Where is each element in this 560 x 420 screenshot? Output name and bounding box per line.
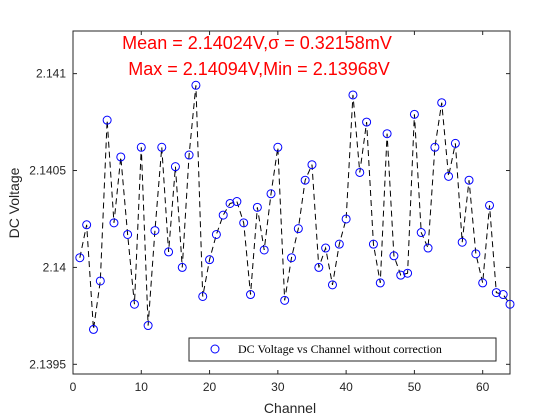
data-point xyxy=(225,198,235,208)
data-point xyxy=(232,197,242,207)
legend-marker xyxy=(210,344,220,354)
data-point xyxy=(437,98,447,108)
data-point xyxy=(75,253,85,263)
data-point xyxy=(143,321,153,331)
data-point xyxy=(129,299,139,309)
plot-area xyxy=(72,30,511,375)
marker-layer xyxy=(75,80,515,334)
data-point xyxy=(409,109,419,119)
data-point xyxy=(239,218,249,228)
x-tick-label: 40 xyxy=(339,380,353,394)
data-point xyxy=(355,167,365,177)
data-point xyxy=(205,255,215,265)
x-tick-label: 30 xyxy=(271,380,285,394)
legend-box xyxy=(188,337,497,362)
legend: DC Voltage vs Channel without correction xyxy=(188,337,497,362)
data-point xyxy=(95,276,105,286)
data-point xyxy=(444,171,454,181)
data-point xyxy=(300,175,310,185)
data-point xyxy=(403,268,413,278)
data-point xyxy=(116,152,126,162)
data-point xyxy=(430,142,440,152)
y-tick-label: 2.141 xyxy=(36,67,66,81)
y-ticks: 2.1395 2.14 2.1405 2.141 xyxy=(29,67,510,371)
data-point xyxy=(218,210,228,220)
x-tick-label: 60 xyxy=(476,380,490,394)
data-point xyxy=(327,280,337,290)
data-point xyxy=(321,243,331,253)
data-point xyxy=(341,214,351,224)
data-point xyxy=(102,115,112,125)
x-tick-label: 50 xyxy=(408,380,422,394)
data-point xyxy=(389,251,399,261)
series-line-layer xyxy=(79,85,511,330)
data-point xyxy=(293,224,303,234)
data-point xyxy=(82,220,92,230)
data-point xyxy=(287,253,296,263)
x-tick-label: 10 xyxy=(135,380,149,394)
x-tick-label: 0 xyxy=(70,380,77,394)
data-point xyxy=(211,229,221,239)
y-tick-label: 2.14 xyxy=(43,260,67,274)
data-point xyxy=(164,247,174,257)
data-point xyxy=(478,278,488,288)
data-point xyxy=(307,160,317,170)
data-point xyxy=(109,218,119,228)
data-point xyxy=(259,245,269,255)
data-point xyxy=(362,117,372,127)
data-point xyxy=(423,243,433,253)
data-point xyxy=(184,150,194,160)
data-point xyxy=(246,290,256,300)
x-tick-label: 20 xyxy=(203,380,217,394)
data-point xyxy=(157,142,167,152)
data-point xyxy=(136,142,146,152)
data-point xyxy=(280,295,290,305)
data-point xyxy=(150,226,160,236)
data-point xyxy=(485,200,495,210)
data-point xyxy=(416,228,426,238)
data-point xyxy=(170,162,180,172)
x-axis-label: Channel xyxy=(264,400,316,416)
data-point xyxy=(191,80,201,90)
data-point xyxy=(348,90,358,100)
data-point xyxy=(457,237,467,247)
data-point xyxy=(198,291,208,301)
series-line xyxy=(79,85,511,330)
data-point xyxy=(396,270,406,280)
x-ticks: 0 10 20 30 40 50 60 xyxy=(70,31,490,394)
data-point xyxy=(368,239,378,249)
data-point xyxy=(498,290,508,300)
data-point xyxy=(177,262,187,272)
data-point xyxy=(505,299,515,309)
y-axis-label: DC Voltage xyxy=(6,167,22,238)
data-point xyxy=(491,288,501,298)
data-point xyxy=(266,189,276,199)
data-point xyxy=(123,229,133,239)
data-point xyxy=(314,262,324,272)
data-point xyxy=(382,129,392,139)
data-point xyxy=(471,249,481,259)
annotation-mean-sigma: Mean = 2.14024V,σ = 0.32158mV xyxy=(122,33,392,53)
data-point xyxy=(375,278,385,288)
legend-entry-label: DC Voltage vs Channel without correction xyxy=(238,342,442,356)
y-tick-label: 2.1395 xyxy=(29,357,66,371)
data-point xyxy=(252,202,262,212)
data-point xyxy=(464,175,474,185)
data-point xyxy=(334,239,344,249)
annotation-max-min: Max = 2.14094V,Min = 2.13968V xyxy=(128,59,390,79)
data-point xyxy=(88,324,98,334)
y-tick-label: 2.1405 xyxy=(29,164,66,178)
data-point xyxy=(273,142,283,152)
data-point xyxy=(450,138,460,148)
